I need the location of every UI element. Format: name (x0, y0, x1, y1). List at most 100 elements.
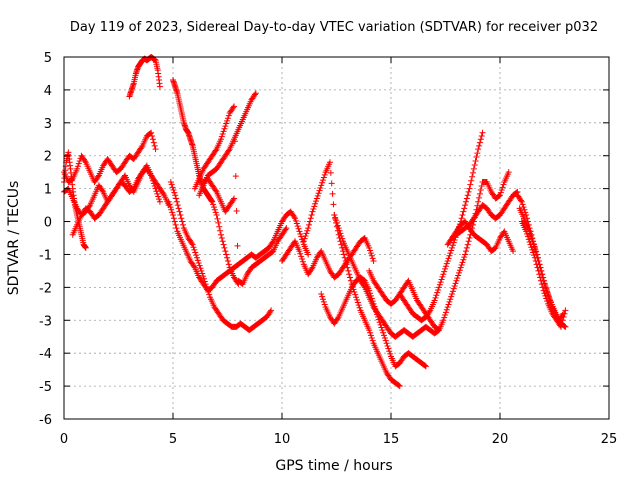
y-tick-label: 4 (44, 84, 52, 99)
data-point (297, 231, 304, 238)
data-point (544, 289, 551, 296)
data-point (385, 345, 392, 352)
data-point (472, 157, 479, 164)
data-point (213, 211, 220, 218)
data-point (446, 252, 453, 259)
data-point (170, 211, 176, 218)
data-point (386, 348, 393, 355)
data-point (354, 299, 361, 306)
data-point (380, 329, 387, 336)
data-point (527, 230, 534, 237)
data-point (560, 313, 567, 320)
data-point (434, 289, 441, 296)
data-point (476, 190, 483, 197)
data-point (531, 254, 538, 261)
data-point (321, 171, 328, 178)
data-point (467, 181, 474, 188)
data-point (178, 215, 185, 222)
data-point (339, 244, 346, 251)
data-point (531, 252, 538, 259)
y-axis-label: SDTVAR / TECUs (6, 181, 22, 296)
data-point (443, 306, 450, 313)
data-point (295, 225, 302, 232)
data-point (296, 248, 303, 255)
data-point (519, 201, 526, 208)
data-point (318, 182, 325, 189)
data-point (333, 219, 340, 226)
data-point (297, 250, 304, 257)
data-point (445, 255, 452, 262)
data-point (203, 283, 210, 290)
data-point (170, 215, 177, 222)
data-point (196, 262, 203, 269)
data-point (474, 150, 481, 157)
data-point (233, 208, 240, 215)
data-point (466, 185, 473, 192)
data-point (214, 215, 221, 222)
data-point (448, 247, 455, 254)
data-point (475, 198, 482, 205)
data-point (193, 252, 200, 259)
data-point (446, 298, 453, 305)
data-point (156, 196, 163, 203)
data-point (449, 242, 456, 249)
data-point (223, 120, 230, 127)
data-point (452, 280, 459, 287)
data-point (81, 157, 88, 164)
data-point (444, 304, 451, 311)
data-point (217, 231, 224, 238)
data-point (305, 251, 312, 258)
data-point (456, 267, 463, 274)
data-point (381, 332, 388, 339)
data-point (306, 221, 313, 228)
series-track-04 (69, 165, 172, 238)
plot-frame (63, 56, 610, 420)
y-tick-label: 3 (44, 117, 52, 132)
data-point (200, 275, 207, 282)
data-point (222, 123, 229, 130)
data-point (541, 290, 548, 297)
data-point (534, 251, 541, 258)
data-point (440, 317, 447, 324)
data-point (449, 288, 456, 295)
data-point (513, 189, 520, 196)
data-point (521, 206, 528, 213)
data-point (314, 192, 321, 199)
data-point (367, 329, 374, 336)
data-point (529, 238, 536, 245)
series-track-11 (200, 175, 238, 215)
data-point (369, 337, 376, 344)
data-point (300, 238, 307, 245)
data-point (170, 186, 177, 193)
data-point (443, 260, 450, 267)
data-point (442, 309, 449, 316)
y-tick-label: -5 (39, 380, 52, 395)
data-point (174, 202, 181, 209)
data-point (306, 218, 313, 225)
data-point (332, 214, 339, 221)
data-point (457, 264, 464, 271)
data-point (177, 211, 184, 218)
data-point (220, 241, 227, 248)
x-tick-label: 0 (60, 432, 68, 447)
data-point (206, 291, 213, 298)
data-point (82, 244, 89, 251)
data-point (180, 221, 187, 228)
data-point (160, 190, 167, 197)
data-point (305, 225, 312, 232)
data-point (444, 258, 451, 265)
data-point (217, 136, 224, 143)
data-point (212, 187, 219, 194)
data-point (218, 133, 225, 140)
data-point (471, 161, 478, 168)
data-point (167, 204, 174, 211)
data-point (523, 228, 530, 235)
data-point (292, 217, 299, 224)
data-point (381, 335, 388, 342)
data-point (460, 208, 467, 215)
data-point (352, 291, 359, 298)
series-track-16 (366, 129, 486, 324)
data-point (537, 277, 544, 284)
data-point (518, 198, 525, 205)
data-point (441, 314, 448, 321)
